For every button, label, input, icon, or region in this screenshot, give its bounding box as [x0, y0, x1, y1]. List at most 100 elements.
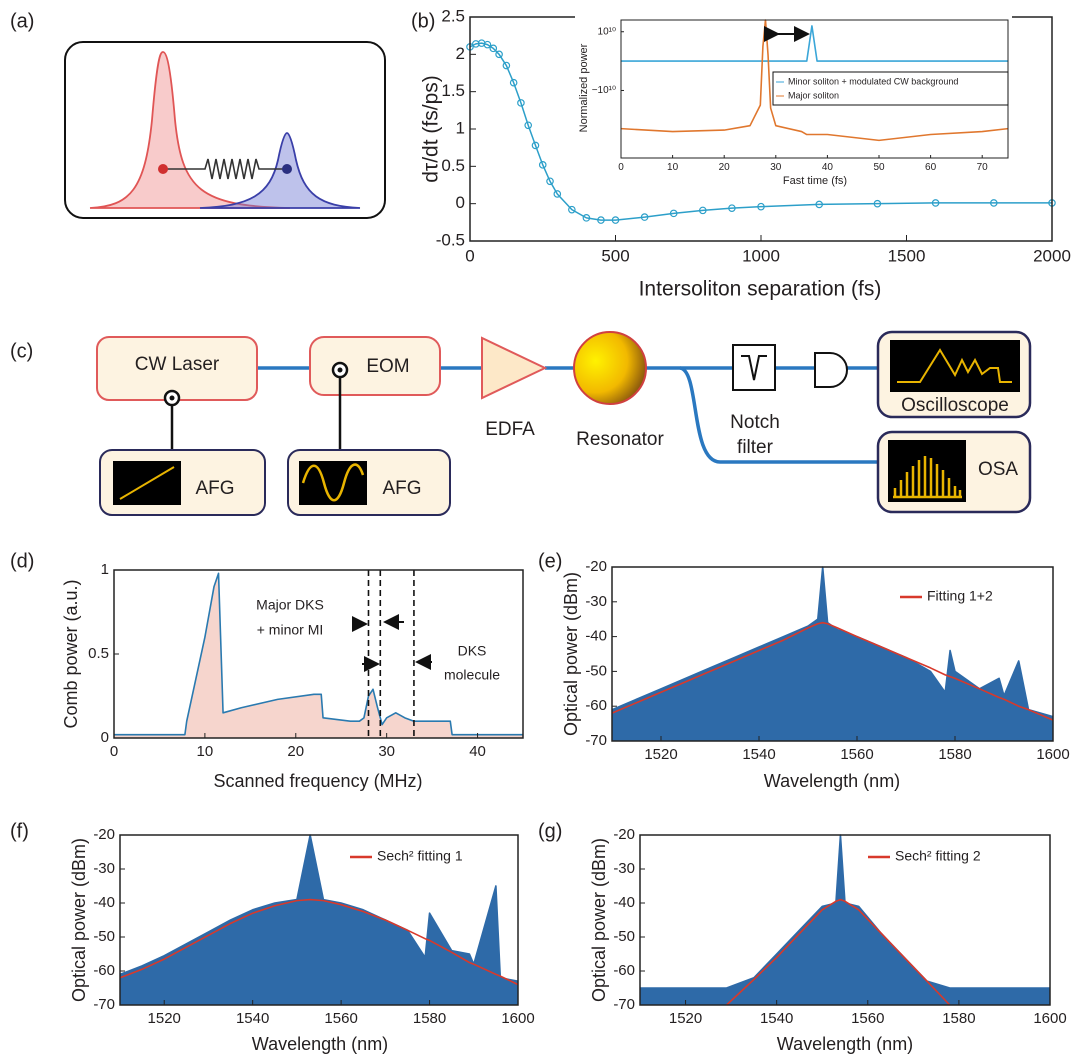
x-axis-label: Wavelength (nm) [777, 1034, 913, 1054]
panel-label: (f) [10, 820, 29, 842]
y-axis-label: dτ/dt (fs/ps) [420, 75, 443, 183]
data-marker [611, 216, 620, 224]
notch-label: Notch [730, 412, 780, 433]
x-tick-label: 1580 [942, 1010, 975, 1027]
y-tick-label: -60 [93, 962, 115, 979]
x-tick-label: 60 [925, 162, 937, 173]
data-marker [582, 214, 591, 222]
major-soliton [89, 51, 291, 209]
x-tick-label: 1540 [236, 1010, 269, 1027]
y-tick-label: 0 [101, 729, 109, 746]
y-tick-label: -30 [93, 860, 115, 877]
plot-frame [119, 834, 519, 1006]
y-tick-label: -0.5 [436, 230, 465, 249]
y-tick-label: -30 [585, 593, 607, 610]
x-tick-label: 1500 [888, 247, 926, 266]
x-axis-label: Scanned frequency (MHz) [213, 771, 422, 791]
x-tick-label: 1580 [413, 1010, 446, 1027]
resonator-label: Resonator [576, 429, 664, 450]
data-marker [483, 40, 492, 49]
series-line [119, 898, 519, 986]
y-tick-label: -50 [93, 928, 115, 945]
y-axis-label: Optical power (dBm) [561, 572, 581, 736]
data-marker [669, 209, 678, 218]
y-axis-label: Optical power (dBm) [589, 838, 609, 1002]
y-tick-label: -40 [613, 894, 635, 911]
annotation-arrows [352, 26, 810, 672]
x-tick-label: 30 [378, 743, 395, 760]
series-line [620, 19, 1009, 142]
data-marker [568, 205, 576, 214]
data-marker [502, 61, 511, 70]
y-tick-label: 2 [456, 44, 465, 63]
sine [301, 463, 365, 502]
x-tick-label: 2000 [1033, 247, 1071, 266]
y-tick-label: 1.5 [441, 81, 465, 100]
series-area [114, 573, 523, 738]
series-line [114, 572, 523, 736]
panel-label: (a) [10, 10, 34, 32]
series-line [469, 42, 1052, 221]
x-tick-label: 1000 [742, 247, 780, 266]
x-tick-label: 40 [469, 743, 486, 760]
x-axis-label: Fast time (fs) [783, 175, 847, 187]
data-marker [538, 161, 547, 169]
annotation: DKS [458, 643, 487, 659]
edfa-label: EDFA [485, 419, 535, 440]
data-marker [597, 216, 605, 224]
x-tick-label: 1600 [501, 1010, 534, 1027]
data-marker [546, 177, 554, 186]
plot-frame [611, 566, 1054, 742]
x-tick-label: 1560 [840, 746, 873, 763]
data-marker [989, 199, 998, 207]
y-tick-label: -60 [585, 697, 607, 714]
annotation: + minor MI [257, 622, 324, 638]
x-tick-label: 1600 [1033, 1010, 1066, 1027]
x-tick-label: 20 [287, 743, 304, 760]
series-line [621, 25, 1008, 62]
y-tick-label: 0.5 [88, 645, 109, 662]
x-tick-label: 1540 [760, 1010, 793, 1027]
legend-label: Major soliton [788, 90, 839, 100]
x-tick-label: 70 [977, 162, 989, 173]
y-tick-label: 2.5 [441, 6, 465, 25]
y-tick-label: 1 [456, 118, 465, 137]
notch-box [732, 344, 776, 391]
y-tick-label: -40 [93, 894, 115, 911]
x-tick-label: 0 [618, 162, 624, 173]
series-line [726, 898, 951, 1006]
data-marker [524, 121, 533, 130]
soliton-schematic [64, 41, 386, 219]
y-tick-label: -60 [613, 962, 635, 979]
panel-label: (c) [10, 340, 33, 362]
y-axis-label: Comb power (a.u.) [61, 579, 81, 728]
annotation: molecule [444, 667, 500, 683]
series-area [640, 835, 1050, 1005]
x-tick-label: 1520 [669, 1010, 702, 1027]
eom-label: EOM [366, 356, 409, 377]
ramp [119, 466, 175, 500]
series-area [120, 835, 518, 1005]
data-marker [698, 206, 707, 215]
annotation: Major DKS [256, 597, 324, 613]
x-tick-label: 1580 [938, 746, 971, 763]
y-tick-label: -20 [93, 826, 115, 843]
panel-label: (g) [538, 820, 562, 842]
setup-diagram: CW Laser EOM AFG AFG EDFA Resonator Notc… [96, 330, 1032, 516]
data-marker [873, 199, 882, 208]
data-marker [553, 190, 562, 198]
oscilloscope-screen [890, 340, 1020, 392]
data-marker [517, 99, 525, 107]
series-area [612, 567, 1053, 741]
y-tick-label: -50 [613, 928, 635, 945]
data-marker [640, 213, 649, 221]
data-marker [757, 202, 765, 211]
y-tick-label: -70 [93, 996, 115, 1013]
minor-dot [282, 164, 292, 174]
y-tick-label: −10¹⁰ [592, 85, 616, 96]
x-tick-label: 50 [873, 162, 885, 173]
x-tick-label: 1520 [148, 1010, 181, 1027]
data-marker [489, 44, 498, 53]
x-tick-label: 20 [719, 162, 731, 173]
